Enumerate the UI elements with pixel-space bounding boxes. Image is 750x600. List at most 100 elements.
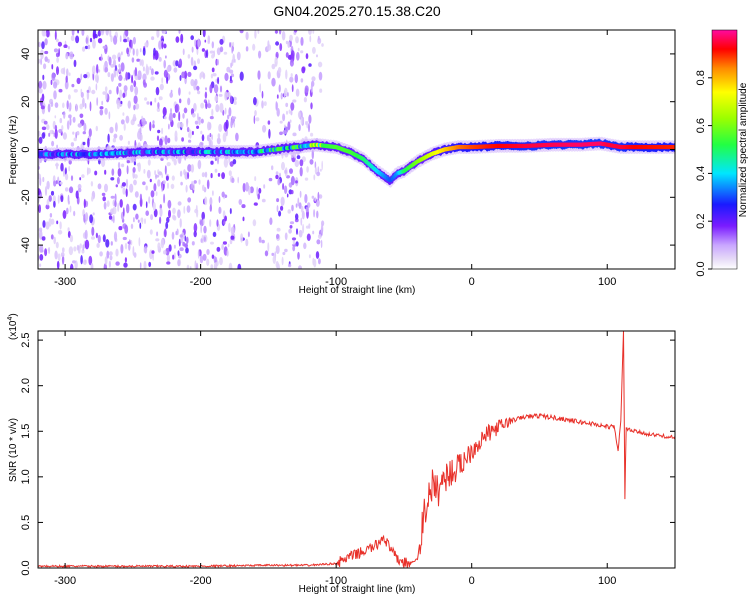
- noise-blob: [42, 220, 46, 228]
- noise-blob: [48, 195, 52, 202]
- noise-blob: [233, 100, 237, 105]
- noise-blob: [139, 222, 142, 229]
- noise-blob: [145, 185, 148, 191]
- noise-blob: [182, 113, 185, 119]
- noise-blob: [204, 196, 208, 206]
- noise-blob: [167, 137, 171, 144]
- noise-blob: [295, 88, 300, 97]
- noise-blob: [42, 176, 45, 183]
- noise-blob: [175, 103, 180, 113]
- noise-blob: [102, 196, 106, 202]
- y-tick-label: 1.5: [20, 424, 32, 439]
- noise-blob: [58, 48, 60, 57]
- snr-multiplier-exp: 4: [7, 317, 14, 321]
- noise-blob: [275, 171, 279, 176]
- noise-blob: [295, 180, 298, 184]
- noise-blob: [115, 261, 120, 266]
- noise-blob: [133, 80, 137, 88]
- noise-blob: [139, 48, 142, 53]
- noise-blob: [121, 182, 126, 187]
- noise-blob: [207, 121, 211, 131]
- noise-blob: [196, 262, 199, 269]
- noise-blob: [39, 254, 44, 261]
- noise-blob: [290, 110, 293, 116]
- noise-blob: [70, 175, 74, 181]
- noise-blob: [105, 90, 108, 101]
- noise-blob: [161, 41, 164, 50]
- noise-blob: [170, 89, 173, 94]
- noise-blob: [143, 260, 147, 269]
- snr-frame: [37, 330, 676, 569]
- noise-blob: [286, 110, 288, 115]
- noise-blob: [145, 63, 148, 74]
- noise-blob: [153, 208, 158, 218]
- noise-blob: [218, 206, 221, 214]
- noise-blob: [186, 118, 189, 128]
- noise-blob: [230, 235, 235, 240]
- noise-blob: [290, 102, 295, 111]
- noise-blob: [39, 176, 42, 186]
- noise-blob: [269, 217, 273, 225]
- noise-blob: [53, 48, 59, 53]
- noise-blob: [316, 239, 321, 245]
- noise-blob: [282, 251, 286, 256]
- noise-blob: [139, 127, 142, 134]
- noise-blob: [253, 202, 258, 206]
- noise-blob: [65, 187, 69, 192]
- noise-blob: [267, 120, 271, 125]
- noise-blob: [124, 242, 128, 250]
- noise-blob: [76, 77, 81, 85]
- noise-blob: [282, 130, 287, 135]
- noise-blob: [144, 42, 148, 48]
- noise-blob: [197, 58, 200, 65]
- noise-blob: [129, 183, 134, 193]
- noise-blob: [70, 142, 75, 147]
- noise-blob: [201, 142, 204, 146]
- noise-blob: [275, 102, 279, 110]
- noise-blob: [306, 233, 311, 241]
- noise-blob: [312, 257, 315, 266]
- noise-blob: [63, 67, 66, 75]
- noise-blob: [68, 114, 72, 119]
- noise-blob: [115, 248, 119, 257]
- noise-blob: [108, 251, 113, 256]
- noise-blob: [152, 120, 155, 125]
- noise-blob: [242, 182, 246, 193]
- noise-blob: [73, 89, 78, 93]
- noise-blob: [72, 260, 76, 264]
- noise-blob: [207, 35, 211, 43]
- noise-blob: [55, 180, 58, 185]
- noise-blob: [144, 97, 148, 101]
- noise-blob: [84, 212, 89, 222]
- noise-blob: [42, 74, 45, 81]
- noise-blob: [161, 77, 164, 84]
- noise-blob: [278, 30, 282, 35]
- noise-blob: [69, 117, 72, 126]
- noise-blob: [229, 208, 232, 215]
- noise-blob: [82, 244, 85, 251]
- noise-blob: [157, 33, 160, 37]
- noise-blob: [41, 41, 45, 50]
- noise-blob: [135, 48, 139, 57]
- noise-blob: [282, 183, 285, 190]
- noise-blob: [100, 30, 105, 36]
- noise-blob: [104, 67, 109, 73]
- noise-blob: [187, 197, 192, 203]
- noise-blob: [245, 238, 249, 247]
- noise-blob: [108, 89, 112, 95]
- noise-blob: [137, 219, 140, 223]
- noise-blob: [228, 170, 232, 177]
- noise-blob: [97, 183, 102, 190]
- noise-blob: [41, 132, 46, 139]
- noise-blob: [152, 123, 155, 129]
- noise-blob: [200, 238, 203, 243]
- noise-blob: [190, 56, 194, 66]
- noise-blob: [280, 92, 283, 100]
- noise-blob: [297, 111, 301, 119]
- noise-blob: [221, 172, 226, 180]
- noise-blob: [89, 214, 93, 224]
- noise-blob: [234, 58, 236, 63]
- noise-blob: [186, 205, 191, 213]
- noise-blob: [308, 30, 312, 35]
